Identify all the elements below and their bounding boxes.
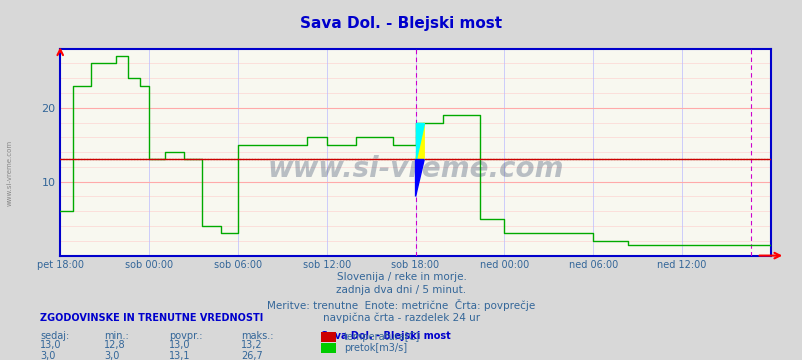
Text: www.si-vreme.com: www.si-vreme.com [267, 155, 563, 183]
Text: povpr.:: povpr.: [168, 331, 202, 341]
Text: www.si-vreme.com: www.si-vreme.com [6, 140, 13, 206]
Text: pretok[m3/s]: pretok[m3/s] [343, 343, 407, 353]
Text: 12,8: 12,8 [104, 340, 126, 350]
Text: 13,2: 13,2 [241, 340, 262, 350]
Text: 13,0: 13,0 [168, 340, 190, 350]
Text: temperatura[C]: temperatura[C] [343, 332, 419, 342]
Text: Sava Dol. - Blejski most: Sava Dol. - Blejski most [321, 331, 451, 341]
Text: 3,0: 3,0 [104, 351, 119, 360]
Text: 13,1: 13,1 [168, 351, 190, 360]
Text: Slovenija / reke in morje.: Slovenija / reke in morje. [336, 272, 466, 282]
Text: 13,0: 13,0 [40, 340, 62, 350]
Text: ZGODOVINSKE IN TRENUTNE VREDNOSTI: ZGODOVINSKE IN TRENUTNE VREDNOSTI [40, 313, 263, 323]
Text: Meritve: trenutne  Enote: metrične  Črta: povprečje: Meritve: trenutne Enote: metrične Črta: … [267, 299, 535, 311]
Text: min.:: min.: [104, 331, 129, 341]
Text: navpična črta - razdelek 24 ur: navpična črta - razdelek 24 ur [322, 313, 480, 323]
Text: zadnja dva dni / 5 minut.: zadnja dva dni / 5 minut. [336, 285, 466, 296]
Text: 26,7: 26,7 [241, 351, 262, 360]
Polygon shape [415, 159, 423, 197]
Text: maks.:: maks.: [241, 331, 273, 341]
Polygon shape [415, 122, 423, 159]
Text: sedaj:: sedaj: [40, 331, 69, 341]
Text: Sava Dol. - Blejski most: Sava Dol. - Blejski most [300, 16, 502, 31]
Text: 3,0: 3,0 [40, 351, 55, 360]
Polygon shape [415, 122, 423, 159]
